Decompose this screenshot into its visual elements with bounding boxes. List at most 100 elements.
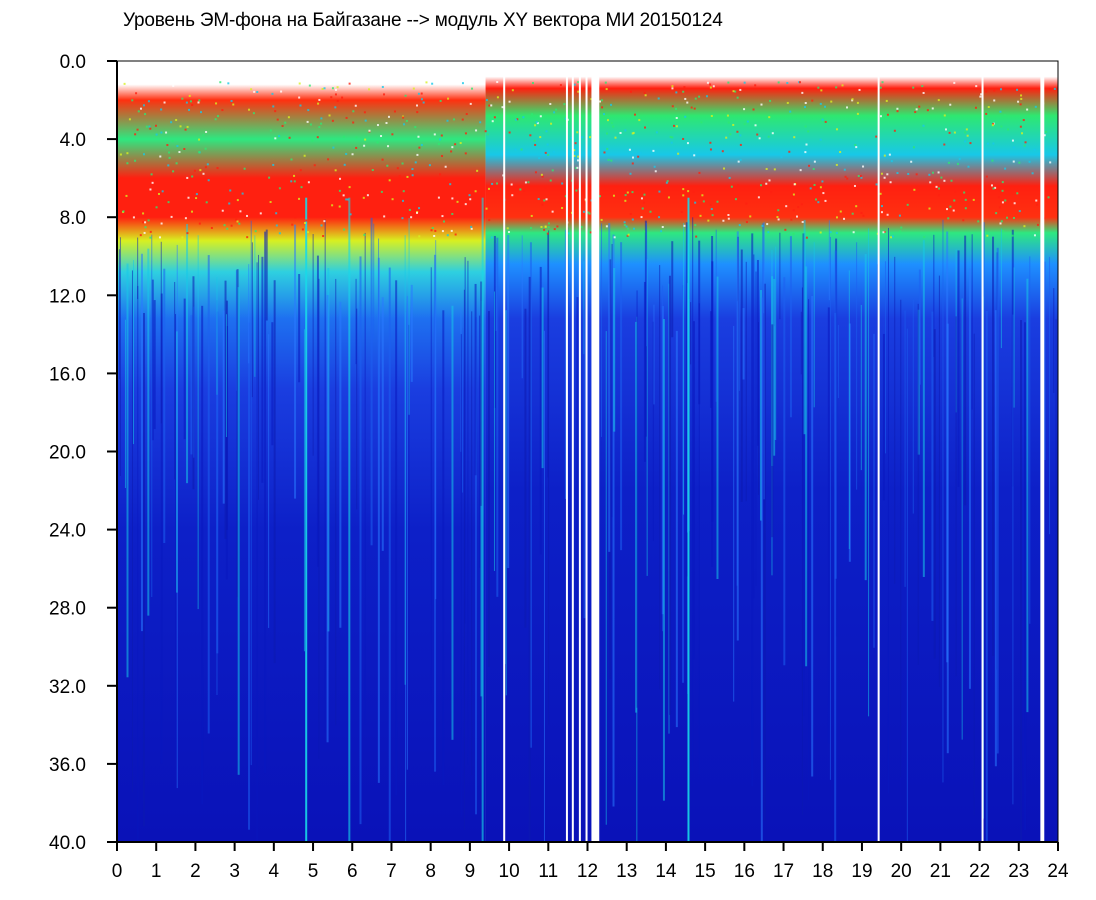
heatmap-streak xyxy=(662,285,664,632)
heatmap-streak xyxy=(261,256,264,483)
heatmap-speckle xyxy=(1043,134,1046,137)
heatmap-speckle xyxy=(441,230,444,233)
heatmap-streak xyxy=(474,283,477,476)
heatmap-speckle xyxy=(449,183,452,186)
heatmap-streak xyxy=(548,230,550,726)
heatmap-speckle xyxy=(530,214,533,217)
heatmap-speckle xyxy=(658,190,661,193)
heatmap-speckle xyxy=(293,174,296,177)
heatmap-streak xyxy=(964,235,967,506)
heatmap-speckle xyxy=(321,87,324,90)
heatmap-speckle xyxy=(441,215,444,218)
heatmap-speckle xyxy=(134,133,137,136)
heatmap-speckle xyxy=(964,131,967,134)
heatmap-speckle xyxy=(216,167,219,170)
heatmap-speckle xyxy=(694,224,697,227)
heatmap-speckle xyxy=(723,167,726,170)
heatmap-speckle xyxy=(891,235,894,238)
heatmap-speckle xyxy=(614,136,617,139)
heatmap-streak xyxy=(613,267,616,432)
heatmap-streak xyxy=(254,235,256,377)
heatmap-speckle xyxy=(953,131,956,134)
heatmap-speckle xyxy=(172,170,175,173)
heatmap-speckle xyxy=(293,180,296,183)
heatmap-speckle xyxy=(434,229,437,232)
heatmap-streak xyxy=(539,266,542,555)
heatmap-speckle xyxy=(606,147,609,150)
heatmap-speckle xyxy=(142,104,145,107)
heatmap-speckle xyxy=(490,104,493,107)
heatmap-streak xyxy=(174,281,176,480)
heatmap-speckle xyxy=(1020,94,1023,97)
heatmap-speckle xyxy=(331,87,334,90)
heatmap-streak xyxy=(207,255,210,734)
heatmap-speckle xyxy=(1012,216,1015,219)
heatmap-speckle xyxy=(883,230,886,233)
heatmap-speckle xyxy=(469,198,472,201)
heatmap-speckle xyxy=(746,120,749,123)
heatmap-speckle xyxy=(236,199,239,202)
heatmap-speckle xyxy=(132,216,135,219)
heatmap-speckle xyxy=(149,230,152,233)
heatmap-speckle xyxy=(926,109,929,112)
heatmap-bright-line xyxy=(687,197,690,843)
heatmap-speckle xyxy=(170,215,173,218)
heatmap-speckle xyxy=(739,88,742,91)
heatmap-speckle xyxy=(940,176,943,179)
heatmap-band-early xyxy=(117,61,486,842)
heatmap-streak xyxy=(805,266,808,667)
y-tick-label: 4.0 xyxy=(60,130,86,151)
heatmap-streak xyxy=(756,259,759,446)
y-tick-label: 20.0 xyxy=(49,443,86,464)
heatmap-streak xyxy=(462,327,464,493)
heatmap-speckle xyxy=(252,112,255,115)
heatmap-speckle xyxy=(277,188,280,191)
heatmap-speckle xyxy=(682,194,685,197)
heatmap-speckle xyxy=(943,114,946,117)
heatmap-streak xyxy=(370,217,373,546)
heatmap-speckle xyxy=(175,162,178,165)
x-tick-label: 19 xyxy=(851,861,872,882)
heatmap-speckle xyxy=(880,211,883,214)
heatmap-speckle xyxy=(338,189,341,192)
heatmap-speckle xyxy=(824,199,827,202)
heatmap-speckle xyxy=(355,136,358,139)
heatmap-speckle xyxy=(888,153,891,156)
heatmap-speckle xyxy=(987,113,990,116)
heatmap-speckle xyxy=(501,106,504,109)
x-tick-label: 17 xyxy=(773,861,794,882)
heatmap-speckle xyxy=(408,208,411,211)
heatmap-speckle xyxy=(380,190,383,193)
heatmap-speckle xyxy=(278,135,281,138)
heatmap-speckle xyxy=(985,90,988,93)
heatmap-streak xyxy=(683,223,685,515)
heatmap-speckle xyxy=(170,121,173,124)
heatmap-speckle xyxy=(700,121,703,124)
heatmap-speckle xyxy=(510,183,513,186)
heatmap-speckle xyxy=(493,116,496,119)
heatmap-speckle xyxy=(962,219,965,222)
heatmap-streak xyxy=(410,284,413,382)
heatmap-speckle xyxy=(709,203,712,206)
heatmap-speckle xyxy=(577,81,580,84)
heatmap-speckle xyxy=(612,125,615,128)
data-gap xyxy=(503,61,506,842)
heatmap-streak xyxy=(933,234,935,357)
x-tick-label: 5 xyxy=(308,861,319,882)
heatmap-speckle xyxy=(965,128,968,131)
heatmap-streak xyxy=(318,278,320,759)
heatmap-speckle xyxy=(964,207,967,210)
heatmap-speckle xyxy=(416,111,419,114)
heatmap-streak xyxy=(316,255,319,567)
heatmap-speckle xyxy=(228,202,231,205)
heatmap-speckle xyxy=(552,150,555,153)
heatmap-streak xyxy=(931,311,934,621)
heatmap-speckle xyxy=(197,101,200,104)
heatmap-speckle xyxy=(508,100,511,103)
heatmap-speckle xyxy=(737,184,740,187)
heatmap-speckle xyxy=(880,172,883,175)
heatmap-speckle xyxy=(709,148,712,151)
heatmap-speckle xyxy=(488,104,491,107)
heatmap-speckle xyxy=(385,122,388,125)
heatmap-speckle xyxy=(768,116,771,119)
